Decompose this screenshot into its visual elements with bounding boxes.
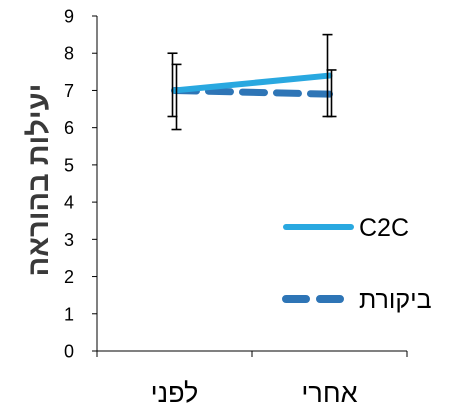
y-tick-label: 8	[64, 44, 74, 64]
legend-label: C2C	[359, 214, 409, 242]
x-tick-label: לפני	[151, 378, 199, 408]
x-axis-labels: לפני אחרי	[151, 378, 358, 408]
series-layer	[171, 72, 333, 98]
x-tick-label: אחרי	[301, 378, 357, 408]
y-tick-label: 4	[64, 193, 74, 213]
y-axis-ticks: 0 1 2 3 4 5 6 7 8 9	[64, 7, 97, 362]
error-bars	[167, 33, 337, 131]
y-axis-title: יעילות בהוראה	[23, 84, 55, 277]
legend-label: ביקורת	[359, 286, 432, 314]
y-tick-label: 7	[64, 81, 74, 101]
y-tick-label: 6	[64, 118, 74, 138]
x-axis-ticks	[96, 351, 408, 357]
legend: C2C ביקורת	[282, 214, 432, 314]
series-line-c2c	[171, 72, 333, 94]
y-tick-label: 2	[64, 267, 74, 287]
series-line-control	[171, 86, 333, 98]
y-tick-label: 3	[64, 230, 74, 250]
y-tick-label: 1	[64, 304, 74, 324]
y-tick-label: 5	[64, 155, 74, 175]
y-tick-label: 9	[64, 7, 74, 27]
y-tick-label: 0	[64, 342, 74, 362]
